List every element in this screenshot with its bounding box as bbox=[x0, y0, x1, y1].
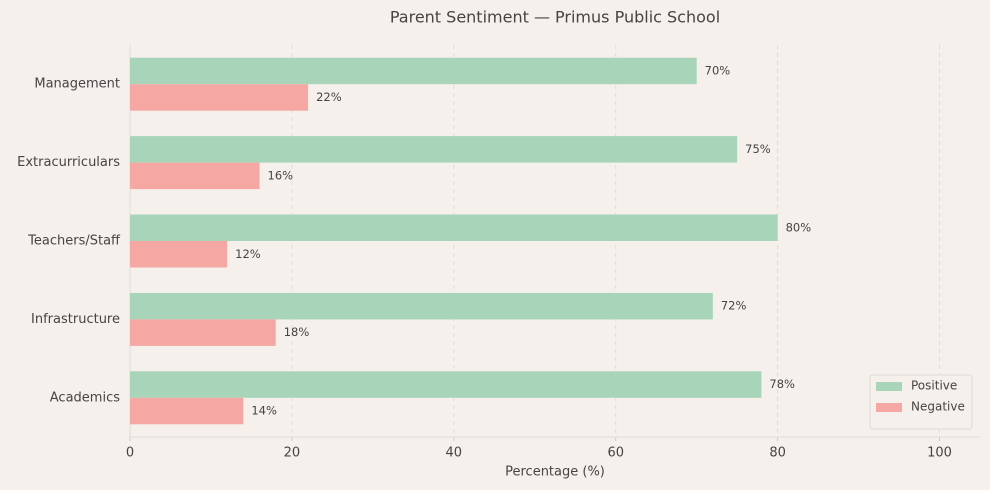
legend-label: Positive bbox=[911, 379, 957, 393]
bar bbox=[130, 371, 762, 398]
bar bbox=[130, 162, 260, 190]
bar bbox=[130, 136, 738, 163]
x-tick-label: 0 bbox=[126, 446, 134, 461]
y-tick-label: Infrastructure bbox=[31, 312, 120, 327]
bar bbox=[130, 241, 228, 268]
bar bbox=[130, 214, 778, 241]
x-tick-label: 20 bbox=[284, 446, 301, 461]
value-label: 78% bbox=[769, 377, 795, 391]
x-tick-label: 60 bbox=[607, 446, 624, 461]
legend-label: Negative bbox=[911, 400, 965, 414]
bar bbox=[130, 397, 244, 425]
value-label: 75% bbox=[745, 142, 771, 156]
y-tick-label: Management bbox=[34, 77, 120, 92]
x-tick-label: 40 bbox=[446, 446, 463, 461]
value-label: 18% bbox=[284, 325, 310, 339]
value-label: 14% bbox=[251, 404, 277, 418]
value-label: 70% bbox=[705, 63, 731, 77]
x-tick-label: 100 bbox=[927, 446, 952, 461]
bar bbox=[130, 319, 276, 346]
value-label: 22% bbox=[316, 90, 342, 104]
bar bbox=[130, 292, 713, 320]
legend-swatch bbox=[876, 403, 902, 412]
bar bbox=[130, 84, 309, 111]
y-tick-label: Extracurriculars bbox=[17, 155, 120, 170]
legend-swatch bbox=[876, 382, 902, 391]
value-label: 16% bbox=[268, 168, 294, 182]
value-label: 12% bbox=[235, 247, 261, 261]
x-axis-label: Percentage (%) bbox=[505, 465, 605, 480]
legend: Positive Negative bbox=[869, 374, 973, 430]
value-label: 72% bbox=[721, 299, 747, 313]
chart-title: Parent Sentiment — Primus Public School bbox=[390, 8, 720, 27]
y-tick-label: Academics bbox=[50, 390, 120, 405]
value-label: 80% bbox=[786, 220, 812, 234]
bar bbox=[130, 57, 697, 85]
x-tick-label: 80 bbox=[769, 446, 786, 461]
y-tick-label: Teachers/Staff bbox=[27, 234, 121, 249]
